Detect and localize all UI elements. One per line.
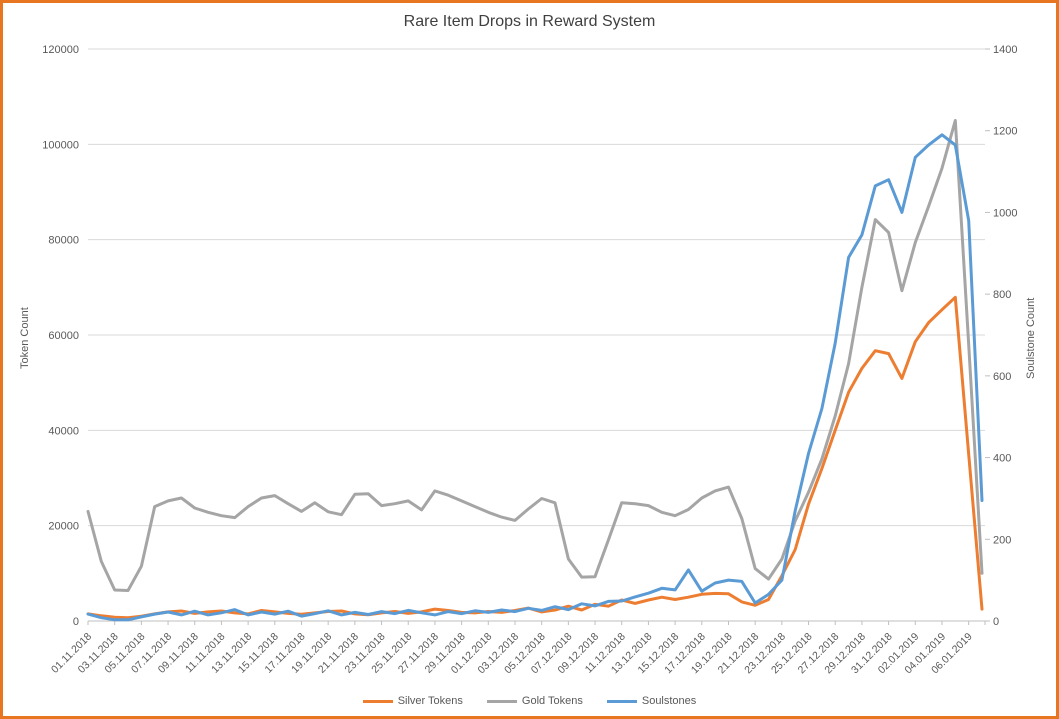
left-axis-tick-label: 60000 xyxy=(48,330,79,342)
chart-title: Rare Item Drops in Reward System xyxy=(403,13,656,30)
legend-item-gold-tokens: Gold Tokens xyxy=(486,695,583,707)
legend-swatch-silver-tokens xyxy=(362,699,393,703)
legend-swatch-soulstones xyxy=(606,699,637,703)
right-axis-tick-label: 800 xyxy=(993,289,1011,301)
left-axis-tick-label: 20000 xyxy=(48,521,79,533)
right-axis-tick-label: 1000 xyxy=(993,207,1017,219)
left-axis-tick-label: 120000 xyxy=(42,44,79,56)
legend-label-silver-tokens: Silver Tokens xyxy=(397,695,463,707)
plot-area: 0 20000 40000 60000 80000 100000 120000 0 200 400… xyxy=(42,44,1017,676)
legend-label-gold-tokens: Gold Tokens xyxy=(521,695,583,707)
right-axis-tick-label: 200 xyxy=(993,534,1011,546)
right-axis-tick-label: 400 xyxy=(993,453,1011,465)
right-axis-tick-label: 1400 xyxy=(993,44,1017,56)
right-axis-tick-label: 1200 xyxy=(993,126,1017,138)
right-axis-tick-label: 600 xyxy=(993,371,1011,383)
legend: Silver Tokens Gold Tokens Soulstones xyxy=(3,695,1056,707)
right-axis-tick-label: 0 xyxy=(993,616,999,628)
left-axis-tick-label: 100000 xyxy=(42,139,79,151)
series-line-silver-tokens xyxy=(86,295,984,620)
legend-label-soulstones: Soulstones xyxy=(641,695,697,707)
left-axis-tick-label: 0 xyxy=(73,616,79,628)
series-line-gold-tokens xyxy=(86,119,984,592)
legend-swatch-gold-tokens xyxy=(486,699,517,703)
left-axis-tick-label: 40000 xyxy=(48,425,79,437)
legend-item-silver-tokens: Silver Tokens xyxy=(362,695,463,707)
left-axis-tick-label: 80000 xyxy=(48,235,79,247)
series-line-soulstones xyxy=(86,133,984,622)
legend-item-soulstones: Soulstones xyxy=(606,695,697,707)
